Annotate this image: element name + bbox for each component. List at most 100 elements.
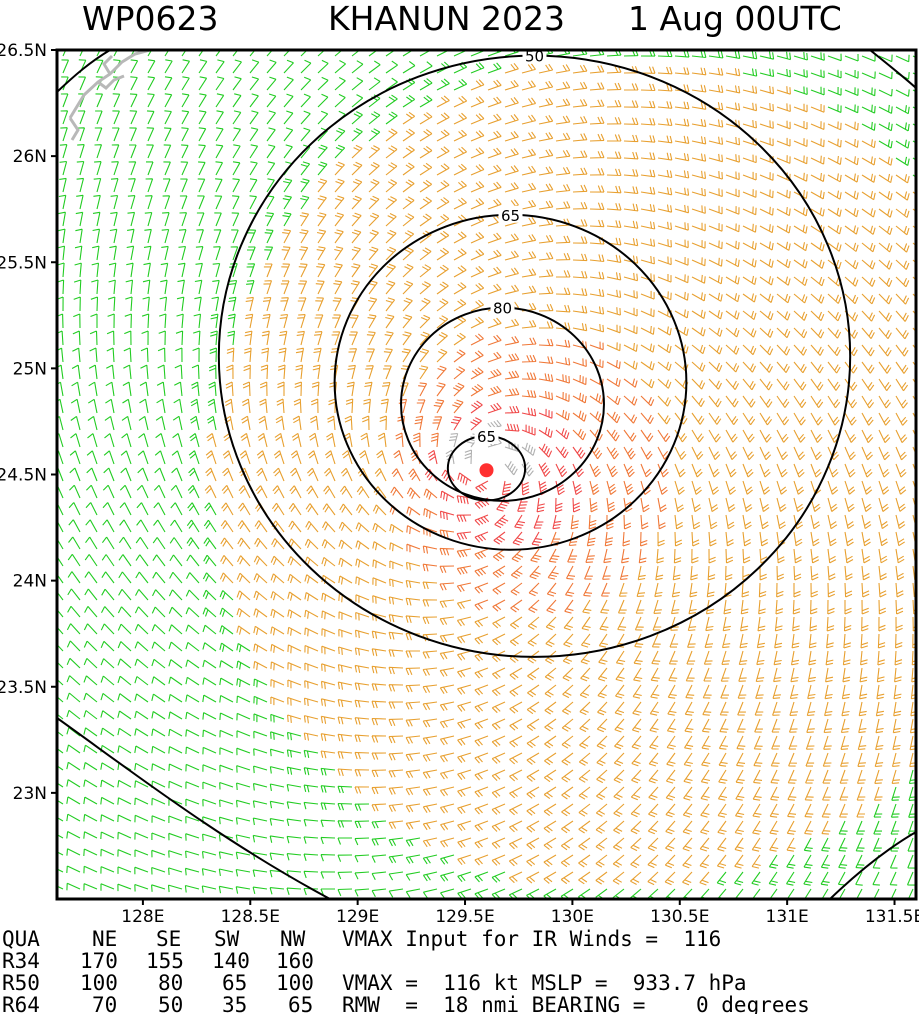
wind-barb (544, 735, 557, 749)
wind-barb (861, 54, 876, 62)
wind-barb (176, 296, 185, 312)
wind-barb (895, 582, 904, 598)
wind-barb (168, 659, 183, 669)
wind-barb (803, 854, 813, 869)
wind-barb (422, 616, 438, 625)
wind-barb (793, 138, 808, 148)
wind-barb (57, 816, 64, 822)
wind-barb (185, 659, 200, 669)
wind-barb (521, 131, 537, 142)
wind-barb (252, 800, 268, 808)
wind-barb (388, 596, 404, 605)
wind-barb (57, 262, 65, 278)
wind-barb (521, 216, 537, 227)
wind-barb (239, 450, 251, 465)
wind-barb (674, 291, 689, 301)
wind-barb (457, 735, 472, 746)
wind-barb (59, 160, 68, 176)
wind-barb (723, 599, 732, 615)
wind-barb (805, 769, 814, 784)
wind-barb (657, 412, 671, 425)
wind-barb (436, 146, 450, 159)
wind-barb (691, 514, 701, 530)
wind-barb (619, 565, 629, 581)
wind-barb (76, 177, 85, 193)
wind-barb (179, 212, 188, 227)
wind-barb (453, 197, 467, 210)
contour-34-nw (57, 50, 111, 93)
wind-barb (623, 290, 638, 299)
wind-barb (640, 221, 656, 230)
wind-barb (895, 514, 906, 530)
wind-barb (861, 276, 876, 287)
wind-barb (109, 228, 118, 244)
wind-barb (548, 548, 560, 563)
wind-barb (708, 480, 720, 495)
wind-barb (245, 296, 254, 312)
wind-barb (283, 110, 294, 125)
wind-barb (287, 591, 302, 601)
wind-barb (112, 93, 121, 108)
wind-barb (504, 62, 519, 74)
wind-barb (457, 820, 472, 832)
wind-barb (861, 190, 876, 201)
wind-barb (526, 769, 540, 782)
wind-barb (708, 429, 721, 443)
wind-barb (321, 556, 336, 567)
wind-barb (725, 102, 741, 111)
wind-barb (856, 786, 866, 801)
wind-barb (538, 408, 553, 419)
wind-barb (825, 667, 834, 683)
wind-barb (304, 644, 319, 654)
wind-barb (623, 100, 639, 108)
wind-barb (402, 230, 415, 244)
wind-barb (117, 831, 132, 840)
wind-barb (717, 803, 727, 818)
wind-barb (873, 786, 883, 801)
wind-barb (219, 642, 234, 652)
wind-barb (450, 416, 462, 431)
wind-barb (599, 616, 609, 631)
wind-barb (416, 399, 426, 414)
wind-barb (685, 667, 695, 682)
wind-barb (563, 616, 574, 631)
wind-barb (334, 212, 345, 227)
wind-barb (232, 178, 240, 193)
wind-barb (691, 292, 706, 302)
wind-barb (640, 361, 655, 371)
wind-barb (147, 59, 156, 74)
wind-barb (474, 667, 489, 679)
wind-barb (861, 208, 876, 218)
wind-barb (117, 797, 132, 805)
wind-barb (152, 589, 166, 601)
wind-barb (759, 120, 774, 129)
wind-barb (219, 625, 234, 635)
wind-barb (445, 449, 455, 465)
wind-barb (372, 595, 387, 604)
wind-barb (203, 554, 217, 567)
wind-barb (491, 871, 506, 883)
wind-barb (405, 786, 421, 796)
wind-barb (236, 625, 251, 635)
wind-barb (266, 178, 275, 193)
wind-barb (470, 282, 485, 295)
wind-barb (439, 510, 455, 520)
wind-barb (270, 661, 285, 671)
wind-barb (674, 446, 687, 460)
wind-barb (371, 820, 387, 829)
wind-barb (457, 472, 472, 486)
wind-barb (657, 497, 667, 513)
wind-barb (95, 59, 104, 74)
wind-barb (436, 214, 450, 227)
wind-barb (653, 599, 662, 614)
wind-barb (521, 268, 537, 278)
wind-barb (504, 353, 520, 363)
wind-barb (878, 531, 888, 547)
wind-barb (422, 854, 438, 865)
wind-barb (630, 871, 642, 885)
wind-barb (436, 129, 450, 142)
wind-barb (71, 364, 81, 380)
wind-barb (861, 87, 876, 97)
wind-barb (275, 415, 285, 431)
